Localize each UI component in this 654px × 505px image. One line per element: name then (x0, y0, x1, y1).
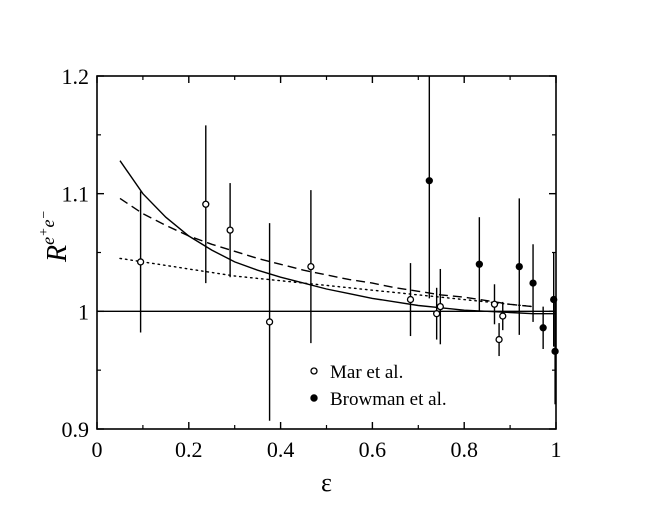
y-tick-label: 0.9 (62, 417, 90, 442)
y-tick-label: 1.2 (62, 64, 90, 89)
point-browman (551, 347, 559, 355)
legend-filled-circle-marker (310, 394, 318, 402)
point-mar (436, 302, 444, 311)
point-mar (265, 318, 274, 326)
x-tick-label: 1 (551, 437, 562, 462)
point-mar (136, 258, 145, 266)
curve-solid (119, 160, 556, 315)
point-mar (202, 200, 210, 208)
curve-dashed (119, 197, 534, 308)
point-mar (495, 335, 503, 344)
point-browman (539, 324, 547, 332)
y-axis-title-sup-minus: − (37, 210, 52, 219)
y-axis-title-sup-e2: e (38, 219, 58, 227)
x-tick-label: 0.2 (175, 437, 203, 462)
point-mar (226, 226, 234, 234)
y-tick-label: 1.1 (62, 182, 90, 207)
x-tick-label: 0.4 (267, 437, 295, 462)
point-mar (499, 312, 507, 320)
y-tick-label: 1 (78, 299, 89, 324)
legend: Mar et al. Browman et al. (310, 362, 447, 410)
point-browman (475, 260, 483, 268)
y-axis-title-sup-plus: + (37, 227, 52, 236)
legend-label-mar: Mar et al. (330, 362, 403, 383)
y-axis-title-sup-e1: e (38, 237, 58, 245)
x-tick-label: 0.6 (359, 437, 387, 462)
x-tick-label: 0 (92, 437, 103, 462)
legend-open-circle-marker (310, 367, 318, 375)
point-mar (433, 310, 441, 318)
y-axis-title-base: R (42, 245, 73, 263)
point-mar (406, 295, 415, 304)
curve-dotted (119, 257, 534, 308)
point-browman (425, 177, 433, 185)
point-browman (529, 279, 537, 287)
point-mar (490, 300, 499, 308)
x-tick-label: 0.8 (450, 437, 478, 462)
y-axis-title: Re+e− (37, 210, 73, 263)
point-mar (307, 262, 315, 271)
legend-label-browman: Browman et al. (330, 389, 447, 410)
point-browman (515, 262, 523, 271)
x-axis-title: ε (321, 468, 332, 497)
